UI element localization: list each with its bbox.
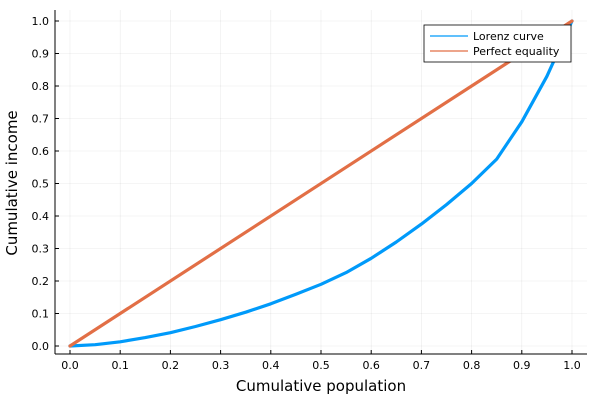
y-tick-label: 0.2	[32, 275, 50, 288]
series-lines	[68, 19, 574, 348]
x-tick-label: 0.8	[463, 359, 481, 372]
x-tick-label: 0.5	[312, 359, 330, 372]
grid	[55, 10, 587, 354]
ticks: 0.0 0.1 0.2 0.3 0.4 0.5 0.6 0.7 0.8 0.9 1.0 0.0 0.1 0…	[32, 15, 581, 372]
x-tick-label: 0.2	[162, 359, 180, 372]
x-tick-label: 0.4	[262, 359, 280, 372]
x-tick-label: 0.0	[61, 359, 79, 372]
legend-label-lorenz: Lorenz curve	[473, 30, 544, 43]
x-tick-label: 0.1	[111, 359, 129, 372]
legend-label-equality: Perfect equality	[473, 45, 560, 58]
x-tick-label: 1.0	[563, 359, 581, 372]
y-tick-label: 0.4	[32, 210, 50, 223]
x-axis-label: Cumulative population	[236, 377, 406, 395]
x-tick-label: 0.3	[212, 359, 230, 372]
series-line-lorenz-curve	[68, 19, 574, 348]
y-tick-label: 0.7	[32, 113, 50, 126]
y-tick-label: 0.5	[32, 178, 50, 191]
legend-box	[423, 24, 572, 63]
y-axis-label: Cumulative income	[3, 110, 21, 255]
series-line-perfect-equality	[68, 19, 574, 348]
y-tick-label: 0.3	[32, 243, 50, 256]
y-tick-label: 0.0	[32, 340, 50, 353]
y-tick-label: 1.0	[32, 15, 50, 28]
y-tick-label: 0.9	[32, 48, 50, 61]
legend: Lorenz curve Perfect equality	[423, 24, 572, 63]
y-tick-label: 0.1	[32, 308, 50, 321]
x-tick-label: 0.7	[413, 359, 431, 372]
x-tick-label: 0.6	[362, 359, 380, 372]
y-tick-label: 0.8	[32, 80, 50, 93]
x-tick-label: 0.9	[513, 359, 531, 372]
y-tick-label: 0.6	[32, 145, 50, 158]
